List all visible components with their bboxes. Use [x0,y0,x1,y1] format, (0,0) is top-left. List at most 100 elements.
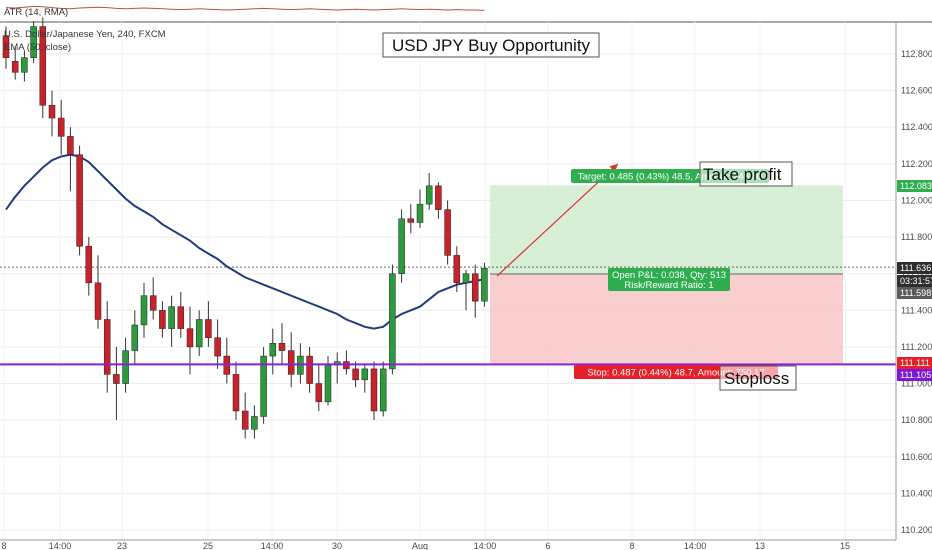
y-tick-label: 112.600 [901,86,932,96]
atr-line [5,5,485,11]
candle-body [94,282,102,320]
chart-title-box[interactable]: USD JPY Buy Opportunity [382,32,600,58]
candle-body [177,306,185,329]
y-tick-label: 112.200 [901,159,932,169]
candle-body [324,364,332,403]
candle-body [370,368,378,412]
y-tick-label: 110.400 [901,488,932,498]
candle-body [389,273,396,370]
ema-line [5,153,485,330]
candle-body [278,343,286,351]
candle-body [113,374,120,384]
price-tag [897,275,932,287]
x-tick-label: 8 [1,541,6,550]
x-tick-label: 6 [545,541,550,550]
candles [2,17,488,439]
x-tick-label: 25 [203,541,213,550]
candle-body [76,154,83,247]
candle-body [251,416,258,430]
candle-body [30,26,37,58]
x-tick-label: 14:00 [261,541,284,550]
candle-body [159,310,166,329]
candle-body [379,368,387,412]
pnl-label: Open P&L: 0.038, Qty: 513 Risk/Reward Ra… [608,268,730,291]
price-tags: 112.083 111.636 03:31:57 111.598 111.111 111.… [897,180,932,381]
take-profit-annotation[interactable]: Take profit [699,161,793,187]
arrow-head-icon [609,163,618,173]
candle-body [11,61,19,73]
svg-text:Stoploss: Stoploss [724,369,789,388]
x-tick-label: 15 [840,541,850,550]
candle-body [85,245,93,284]
candle-body [205,319,212,339]
candle-body [241,410,249,430]
candle-body [39,26,47,106]
y-tick-label: 111.800 [901,232,932,242]
candle-body [149,295,157,311]
x-tick-label: Aug [412,541,428,550]
candle-body [481,267,488,302]
candle-body [453,255,461,284]
price-tag [897,369,932,381]
candle-body [21,57,28,73]
price-tag-label: 112.083 [900,181,932,191]
candle-body [435,185,442,210]
candle-body [425,185,433,205]
y-tick-label: 110.200 [901,525,932,535]
price-tag-label: 03:31:57 [900,276,932,286]
candle-body [416,203,424,223]
candle-body [315,383,323,403]
candle-body [214,337,221,357]
y-tick-label: 110.800 [901,415,932,425]
y-tick-label: 112.400 [901,122,932,132]
candle-body [352,368,359,381]
y-tick-label: 112.000 [901,195,932,205]
candle-body [306,355,313,384]
chart-title: USD JPY Buy Opportunity [392,36,591,55]
candle-body [471,273,479,302]
svg-text:Stop: 0.487 (0.44%) 48.7, Amou: Stop: 0.487 (0.44%) 48.7, Amount: 750.17 [587,368,764,379]
svg-text:Take profit: Take profit [703,165,782,184]
time-axis[interactable]: 8 14:00 23 25 14:00 30 Aug 14:00 6 8 14:00 13 15 [0,539,896,550]
candle-body [269,343,277,357]
candle-body [195,319,203,348]
x-tick-label: 14:00 [474,541,497,550]
candle-body [48,105,56,119]
price-tag [897,262,932,274]
price-axis[interactable]: 112.800 112.600 112.400 112.200 112.000 111.8… [895,22,932,540]
price-tag [897,287,932,299]
price-tag [897,357,932,369]
atr-label: ATR (14, RMA) [4,7,68,18]
x-tick-label: 23 [117,541,127,550]
candle-body [57,117,65,137]
target-zone [490,185,843,275]
candle-body [122,350,129,384]
svg-text:Open P&L: 0.038, Qty: 513: Open P&L: 0.038, Qty: 513 [612,270,726,281]
x-tick-label: 30 [332,541,342,550]
y-tick-label: 111.200 [901,342,932,352]
price-tag-label: 111.636 [900,263,931,273]
price-tag-label: 111.598 [900,288,931,298]
svg-text:Risk/Reward Ratio: 1: Risk/Reward Ratio: 1 [624,280,713,291]
x-tick-label: 14:00 [684,541,707,550]
candle-body [232,374,240,412]
candle-body [407,218,415,223]
candle-body [131,324,139,351]
y-tick-label: 111.000 [901,379,932,389]
candle-body [103,319,111,375]
candle-body [168,306,175,329]
candle-body [398,218,405,274]
candle-body [462,273,470,284]
ema-label: EMA (50, close) [4,42,71,53]
candle-body [2,35,10,58]
candle-body [287,350,295,375]
candle-body [361,368,369,381]
price-tag-label: 111.111 [900,358,930,368]
stoploss-annotation[interactable]: Stoploss [719,365,797,391]
y-tick-label: 111.400 [901,305,932,315]
candle-body [67,136,74,155]
x-tick-label: 14:00 [49,541,72,550]
price-tag [897,180,932,192]
atr-pane: ATR (14, RMA) [0,5,932,23]
